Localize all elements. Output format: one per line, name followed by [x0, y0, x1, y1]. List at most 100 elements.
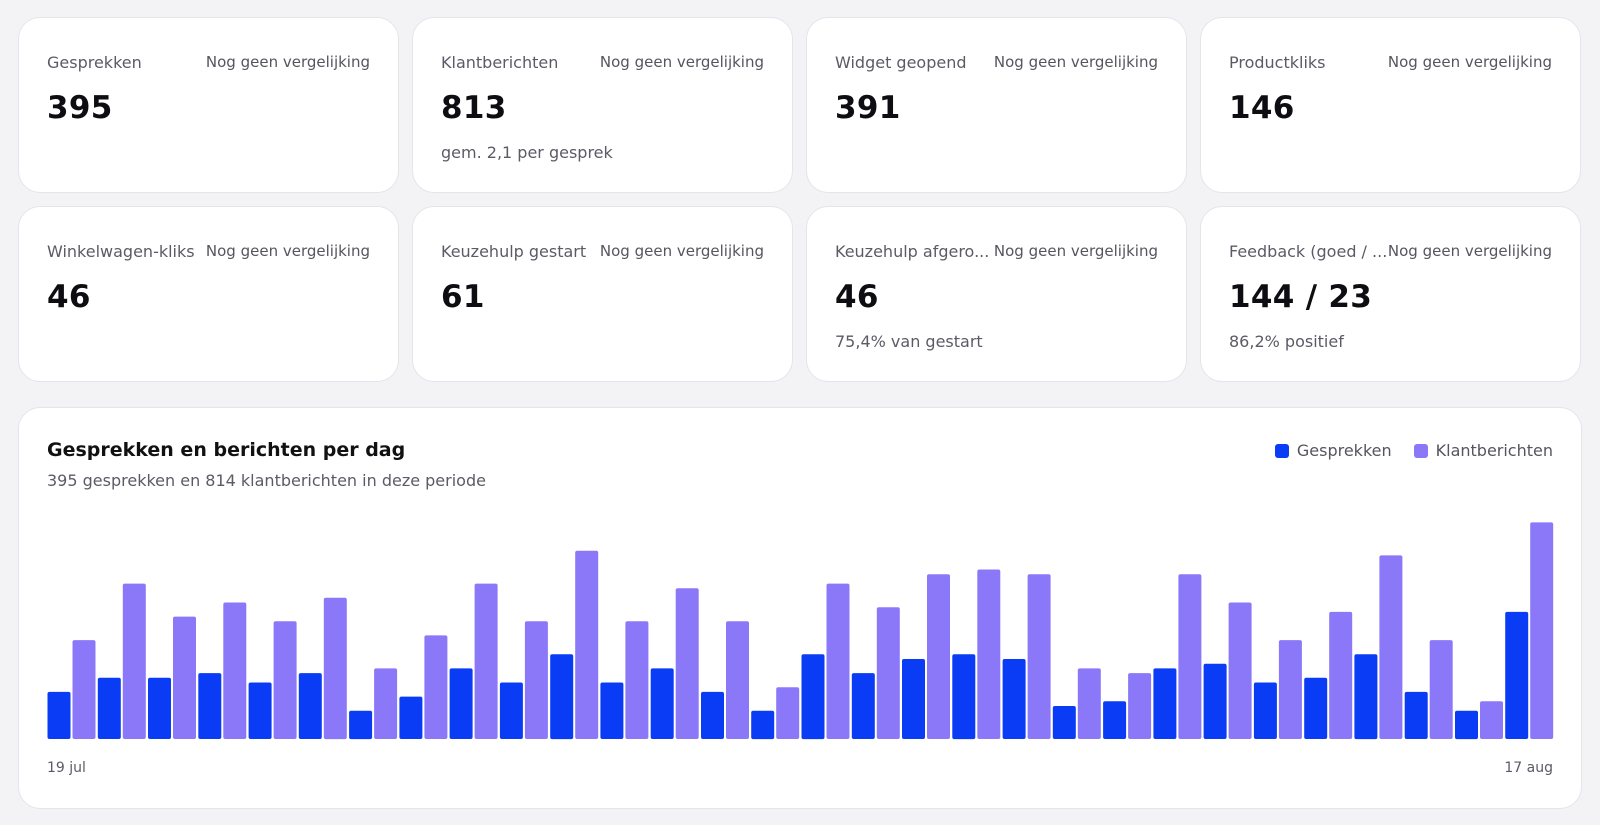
bar-gesprekken[interactable] — [97, 677, 121, 739]
bar-gesprekken[interactable] — [47, 691, 71, 739]
bar-klantberichten[interactable] — [1429, 640, 1453, 739]
bar-klantberichten[interactable] — [876, 607, 900, 739]
bar-klantberichten[interactable] — [474, 583, 498, 739]
bar-gesprekken[interactable] — [298, 673, 322, 739]
bar-gesprekken[interactable] — [1455, 710, 1478, 740]
bar-gesprekken[interactable] — [650, 668, 674, 739]
kpi-value: 395 — [47, 90, 113, 126]
legend-label-gesprekken: Gesprekken — [1296, 441, 1392, 460]
bar-klantberichten[interactable] — [1178, 574, 1202, 739]
bar-gesprekken[interactable] — [399, 696, 423, 739]
bar-klantberichten[interactable] — [1027, 574, 1051, 739]
x-axis-end-label: 17 aug — [1504, 760, 1553, 776]
kpi-title: Gesprekken — [47, 53, 142, 72]
kpi-comparison: Nog geen vergelijking — [1387, 53, 1552, 71]
bar-gesprekken[interactable] — [1103, 701, 1127, 739]
bar-klantberichten[interactable] — [424, 635, 448, 739]
bar-klantberichten[interactable] — [927, 574, 950, 739]
bar-gesprekken[interactable] — [499, 682, 523, 740]
bar-klantberichten[interactable] — [1278, 640, 1302, 739]
bar-gesprekken[interactable] — [1505, 611, 1529, 739]
bar-klantberichten[interactable] — [625, 621, 649, 739]
bar-klantberichten[interactable] — [1228, 602, 1252, 740]
chart-legend: Gesprekken Klantberichten — [1274, 441, 1553, 460]
kpi-value: 391 — [835, 90, 901, 126]
bar-klantberichten[interactable] — [273, 621, 297, 739]
legend-item-klantberichten[interactable]: Klantberichten — [1413, 441, 1553, 460]
bar-klantberichten[interactable] — [575, 550, 599, 739]
kpi-subtext: 75,4% van gestart — [835, 332, 983, 351]
bar-gesprekken[interactable] — [1304, 677, 1328, 739]
kpi-value: 61 — [441, 279, 485, 315]
bar-gesprekken[interactable] — [1002, 659, 1026, 739]
bar-gesprekken[interactable] — [600, 682, 624, 740]
bar-klantberichten[interactable] — [122, 583, 146, 739]
chart-subtitle: 395 gesprekken en 814 klantberichten in … — [47, 471, 486, 490]
kpi-title: Keuzehulp gestart — [441, 242, 587, 261]
kpi-value: 146 — [1229, 90, 1295, 126]
legend-item-gesprekken[interactable]: Gesprekken — [1274, 441, 1392, 460]
kpi-value: 46 — [835, 279, 879, 315]
bar-gesprekken[interactable] — [801, 654, 825, 740]
bar-gesprekken[interactable] — [1153, 668, 1177, 739]
bar-gesprekken[interactable] — [902, 659, 925, 739]
kpi-title: Feedback (goed / ... — [1229, 242, 1388, 261]
kpi-comparison: Nog geen vergelijking — [205, 242, 370, 260]
bar-gesprekken[interactable] — [248, 682, 272, 740]
bar-gesprekken[interactable] — [851, 673, 875, 739]
bar-gesprekken[interactable] — [701, 691, 724, 739]
bar-gesprekken[interactable] — [449, 668, 473, 739]
bar-gesprekken[interactable] — [349, 710, 373, 740]
kpi-card-winkelwagen-kliks: Winkelwagen-kliks Nog geen vergelijking 46 — [18, 206, 399, 382]
bar-gesprekken[interactable] — [1354, 654, 1378, 740]
bar-klantberichten[interactable] — [675, 588, 699, 739]
bar-gesprekken[interactable] — [198, 673, 222, 739]
bar-klantberichten[interactable] — [1379, 555, 1403, 739]
kpi-comparison: Nog geen vergelijking — [1387, 242, 1552, 260]
bar-klantberichten[interactable] — [1128, 673, 1152, 739]
bar-klantberichten[interactable] — [323, 597, 347, 740]
kpi-card-keuzehulp-gestart: Keuzehulp gestart Nog geen vergelijking 61 — [412, 206, 793, 382]
kpi-value: 46 — [47, 279, 91, 315]
bar-klantberichten[interactable] — [776, 687, 800, 739]
bar-gesprekken[interactable] — [148, 677, 171, 739]
kpi-value: 813 — [441, 90, 507, 126]
bar-klantberichten[interactable] — [223, 602, 247, 740]
kpi-title: Keuzehulp afgero... — [835, 242, 990, 261]
x-axis-start-label: 19 jul — [47, 760, 86, 776]
bar-gesprekken[interactable] — [550, 654, 574, 740]
kpi-title: Winkelwagen-kliks — [47, 242, 195, 261]
kpi-card-keuzehulp-afgerond: Keuzehulp afgero... Nog geen vergelijking… — [806, 206, 1187, 382]
bar-gesprekken[interactable] — [1253, 682, 1277, 740]
kpi-card-feedback: Feedback (goed / ... Nog geen vergelijkin… — [1200, 206, 1581, 382]
bar-klantberichten[interactable] — [1077, 668, 1101, 739]
bar-klantberichten[interactable] — [72, 640, 96, 739]
bar-gesprekken[interactable] — [952, 654, 976, 740]
bar-klantberichten[interactable] — [1530, 522, 1554, 739]
bar-chart — [47, 522, 1554, 740]
kpi-comparison: Nog geen vergelijking — [205, 53, 370, 71]
bar-klantberichten[interactable] — [726, 621, 749, 739]
kpi-card-klantberichten: Klantberichten Nog geen vergelijking 813 ge… — [412, 17, 793, 193]
bar-klantberichten[interactable] — [173, 616, 196, 739]
bar-klantberichten[interactable] — [374, 668, 398, 739]
bar-klantberichten[interactable] — [1329, 611, 1353, 739]
bar-klantberichten[interactable] — [1480, 701, 1503, 739]
bar-klantberichten[interactable] — [524, 621, 548, 739]
bar-gesprekken[interactable] — [1203, 663, 1227, 739]
kpi-grid: Gesprekken Nog geen vergelijking 395 Klantb… — [18, 17, 1583, 382]
kpi-comparison: Nog geen vergelijking — [599, 242, 764, 260]
legend-swatch-klantberichten — [1413, 443, 1428, 458]
bar-klantberichten[interactable] — [826, 583, 850, 739]
kpi-title: Widget geopend — [835, 53, 967, 72]
kpi-comparison: Nog geen vergelijking — [599, 53, 764, 71]
bar-gesprekken[interactable] — [751, 710, 775, 740]
bar-gesprekken[interactable] — [1052, 706, 1076, 739]
daily-chart-card: Gesprekken en berichten per dag 395 gesp… — [18, 407, 1582, 809]
kpi-subtext: 86,2% positief — [1229, 332, 1344, 351]
bar-gesprekken[interactable] — [1404, 691, 1428, 739]
kpi-comparison: Nog geen vergelijking — [993, 53, 1158, 71]
kpi-card-gesprekken: Gesprekken Nog geen vergelijking 395 — [18, 17, 399, 193]
bar-klantberichten[interactable] — [977, 569, 1001, 740]
kpi-card-productkliks: Productkliks Nog geen vergelijking 146 — [1200, 17, 1581, 193]
